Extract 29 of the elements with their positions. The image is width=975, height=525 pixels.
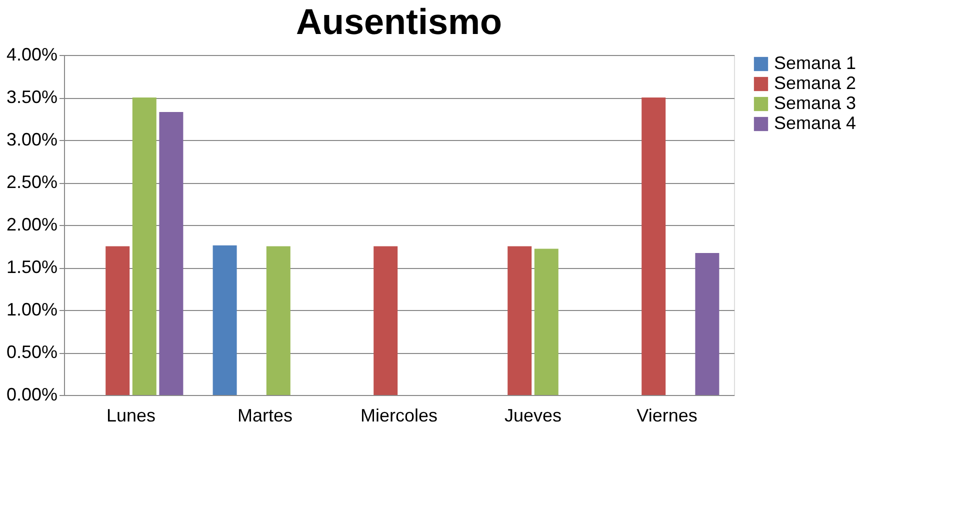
bar <box>695 253 720 395</box>
y-tick-label: 0.50% <box>6 342 58 362</box>
legend-label: Semana 3 <box>774 93 856 113</box>
legend-label: Semana 1 <box>774 53 856 73</box>
y-tick-label: 2.00% <box>6 214 58 234</box>
bar <box>212 245 237 395</box>
legend-label: Semana 2 <box>774 73 856 93</box>
bar <box>534 248 558 395</box>
y-tick-label: 3.50% <box>6 87 58 107</box>
bar <box>159 112 184 395</box>
bar <box>266 246 290 395</box>
bar <box>106 246 130 395</box>
x-tick-label: Martes <box>237 406 293 426</box>
legend-label: Semana 4 <box>774 113 856 133</box>
x-tick-label: Miercoles <box>360 406 438 426</box>
x-tick-label: Lunes <box>106 406 156 426</box>
x-tick-label: Viernes <box>636 406 698 426</box>
y-tick-label: 3.00% <box>6 130 58 150</box>
y-tick-label: 2.50% <box>6 172 58 192</box>
bar <box>508 246 532 395</box>
chart-title: Ausentismo <box>296 1 502 42</box>
bar <box>642 98 666 395</box>
y-tick-label: 4.00% <box>6 44 58 64</box>
y-tick-label: 1.00% <box>6 300 58 320</box>
y-tick-label: 1.50% <box>6 257 58 277</box>
bar <box>374 246 398 395</box>
bar <box>132 98 156 395</box>
x-tick-label: Jueves <box>504 406 562 426</box>
y-tick-label: 0.00% <box>6 384 58 404</box>
